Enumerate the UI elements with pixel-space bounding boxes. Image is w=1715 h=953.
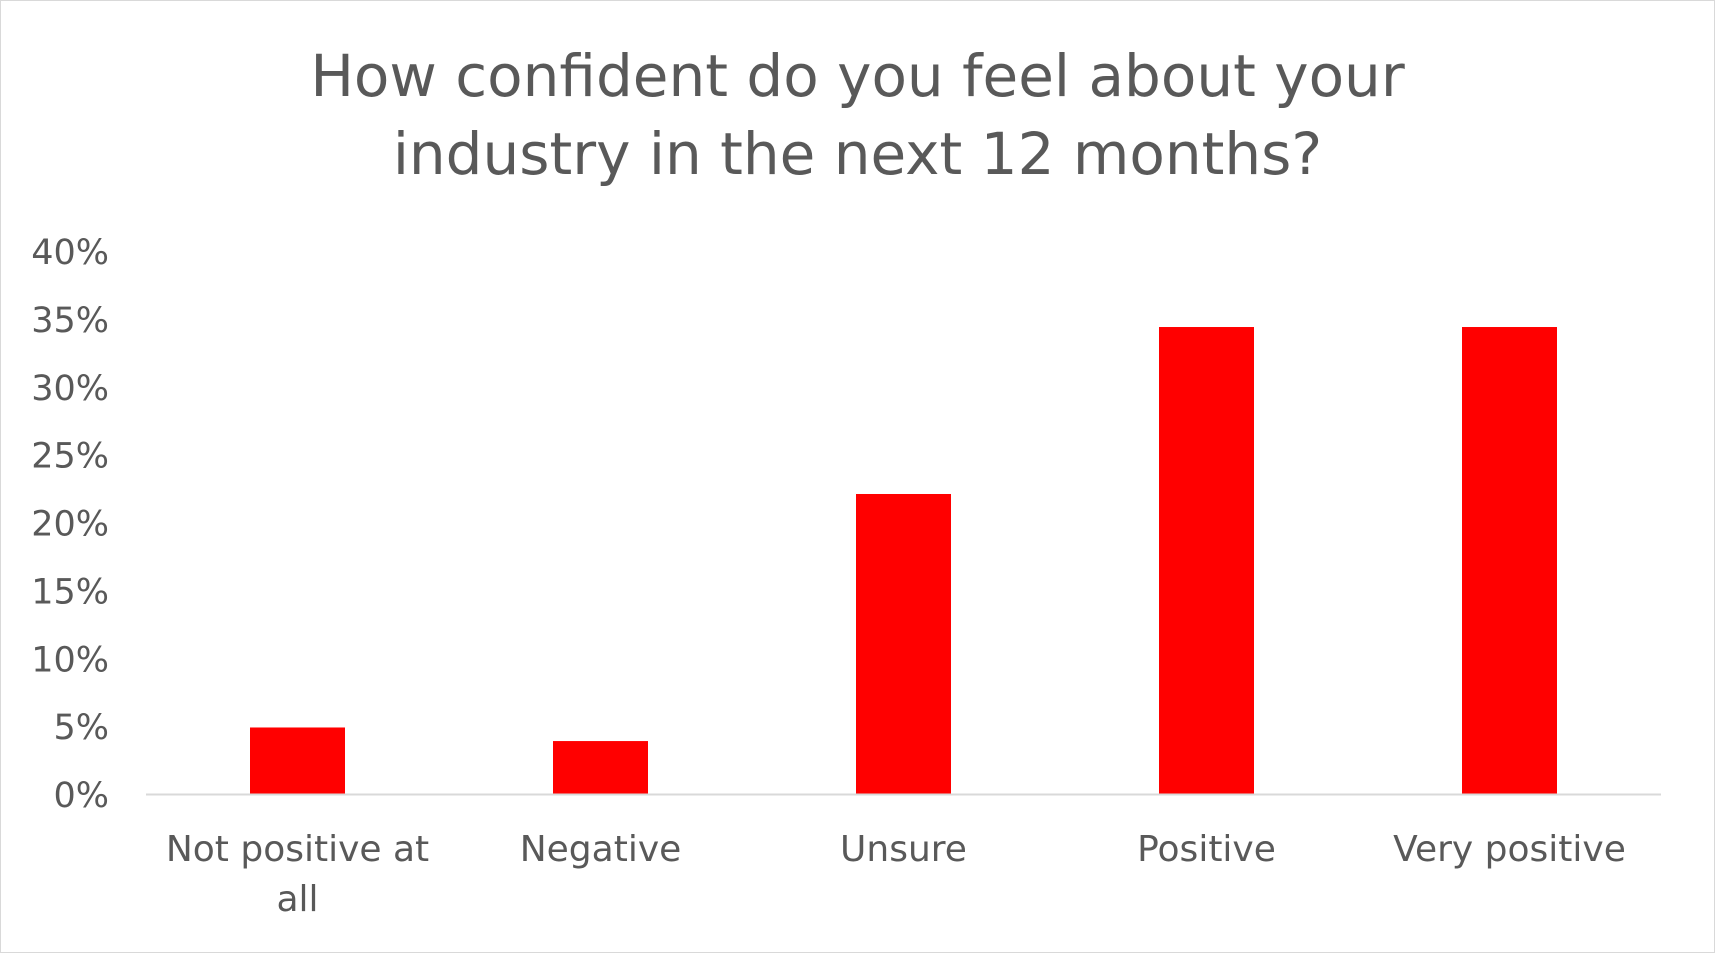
y-tick-label: 30%	[31, 369, 109, 409]
x-category-label: Not positive at	[166, 829, 429, 870]
y-tick-label: 15%	[31, 572, 109, 612]
bar	[1462, 327, 1557, 794]
bar	[1159, 327, 1254, 794]
y-tick-label: 0%	[53, 776, 109, 816]
y-tick-label: 25%	[31, 437, 109, 477]
bar	[553, 741, 648, 794]
x-category-label: Negative	[520, 829, 682, 870]
x-category-label: Positive	[1137, 829, 1276, 870]
x-category-label: Unsure	[840, 829, 967, 870]
x-category-label: all	[276, 879, 318, 920]
x-category-label: Very positive	[1393, 829, 1626, 870]
bar	[250, 727, 345, 794]
chart-title: How confident do you feel about your ind…	[310, 42, 1405, 188]
y-tick-label: 20%	[31, 505, 109, 545]
y-tick-label: 40%	[31, 233, 109, 273]
bar	[856, 493, 951, 794]
y-tick-label: 10%	[31, 640, 109, 680]
y-tick-label: 5%	[53, 708, 109, 748]
y-tick-label: 35%	[31, 301, 109, 341]
